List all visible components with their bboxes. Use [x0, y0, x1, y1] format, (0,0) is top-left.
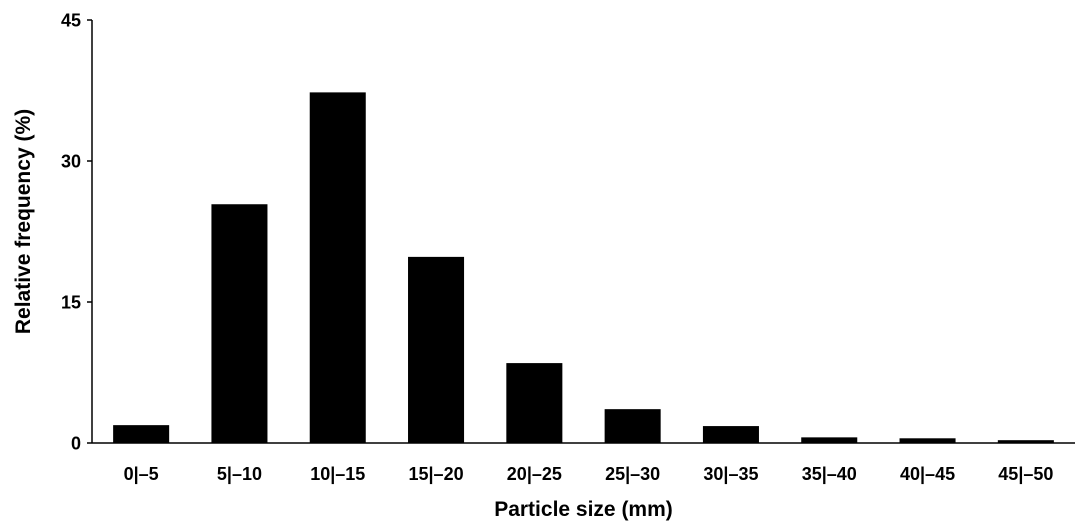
x-tick-label-8: 40|–45: [900, 464, 955, 484]
x-tick-label-7: 35|–40: [802, 464, 857, 484]
x-tick-label-1: 5|–10: [217, 464, 262, 484]
y-tick-label-3: 45: [61, 11, 81, 31]
x-ticks-group: 0|–5 5|–10 10|–15 15|–20 20|–25 25|–30 30|–35 3…: [124, 464, 1054, 484]
bar-8: [899, 438, 956, 443]
x-axis-title: Particle size (mm): [494, 498, 673, 521]
y-tick-label-1: 15: [61, 293, 81, 313]
y-ticks-group: 0 15 30 45: [61, 11, 92, 454]
y-axis-title: Relative frequency (%): [12, 109, 35, 334]
bar-4: [506, 363, 563, 443]
x-tick-label-6: 30|–35: [703, 464, 758, 484]
x-tick-label-9: 45|–50: [998, 464, 1053, 484]
bar-5: [604, 409, 661, 443]
y-tick-label-2: 30: [61, 152, 81, 172]
bar-7: [801, 437, 858, 443]
x-tick-label-0: 0|–5: [124, 464, 159, 484]
x-tick-label-3: 15|–20: [409, 464, 464, 484]
bar-2: [309, 92, 366, 443]
x-tick-label-5: 25|–30: [605, 464, 660, 484]
bar-1: [211, 204, 268, 443]
y-tick-label-0: 0: [71, 434, 81, 454]
bar-3: [408, 256, 465, 443]
x-tick-label-2: 10|–15: [310, 464, 365, 484]
bar-9: [997, 440, 1054, 443]
bar-0: [113, 425, 170, 443]
x-tick-label-4: 20|–25: [507, 464, 562, 484]
bars-group: [113, 92, 1054, 443]
bar-6: [702, 426, 759, 443]
